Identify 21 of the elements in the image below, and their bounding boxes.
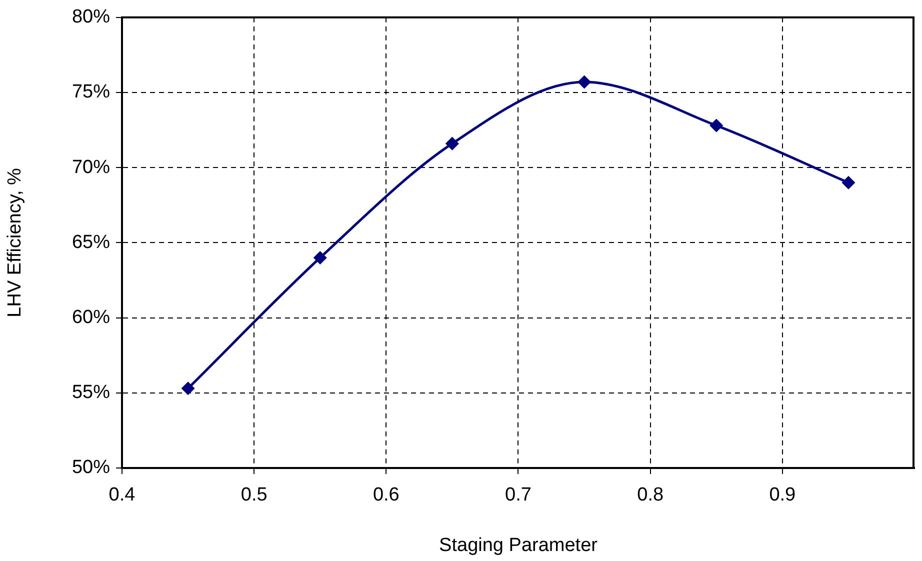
point: [314, 251, 326, 264]
y-tick-label: 70%: [72, 156, 110, 178]
point: [578, 76, 591, 88]
point: [446, 137, 458, 150]
point: [710, 119, 723, 132]
x-tick-label: 0.7: [505, 484, 532, 506]
x-tick-label: 0.4: [108, 484, 136, 506]
y-tick-label: 75%: [72, 82, 110, 103]
point: [842, 176, 855, 189]
y-tick-label: 60%: [72, 307, 110, 328]
x-tick-label: 0.5: [240, 484, 268, 506]
point: [182, 382, 194, 395]
y-axis-title: LHV Efficiency, %: [4, 168, 26, 318]
y-tick-label: 50%: [72, 457, 110, 478]
x-axis-title: Staging Parameter: [439, 534, 598, 556]
y-tick-label: 80%: [72, 6, 110, 28]
x-tick-label: 0.6: [372, 484, 400, 506]
x-tick-label: 0.9: [769, 484, 796, 506]
y-tick-label: 55%: [72, 382, 110, 404]
y-tick-label: 65%: [72, 232, 110, 253]
x-tick-label: 0.8: [637, 484, 664, 506]
